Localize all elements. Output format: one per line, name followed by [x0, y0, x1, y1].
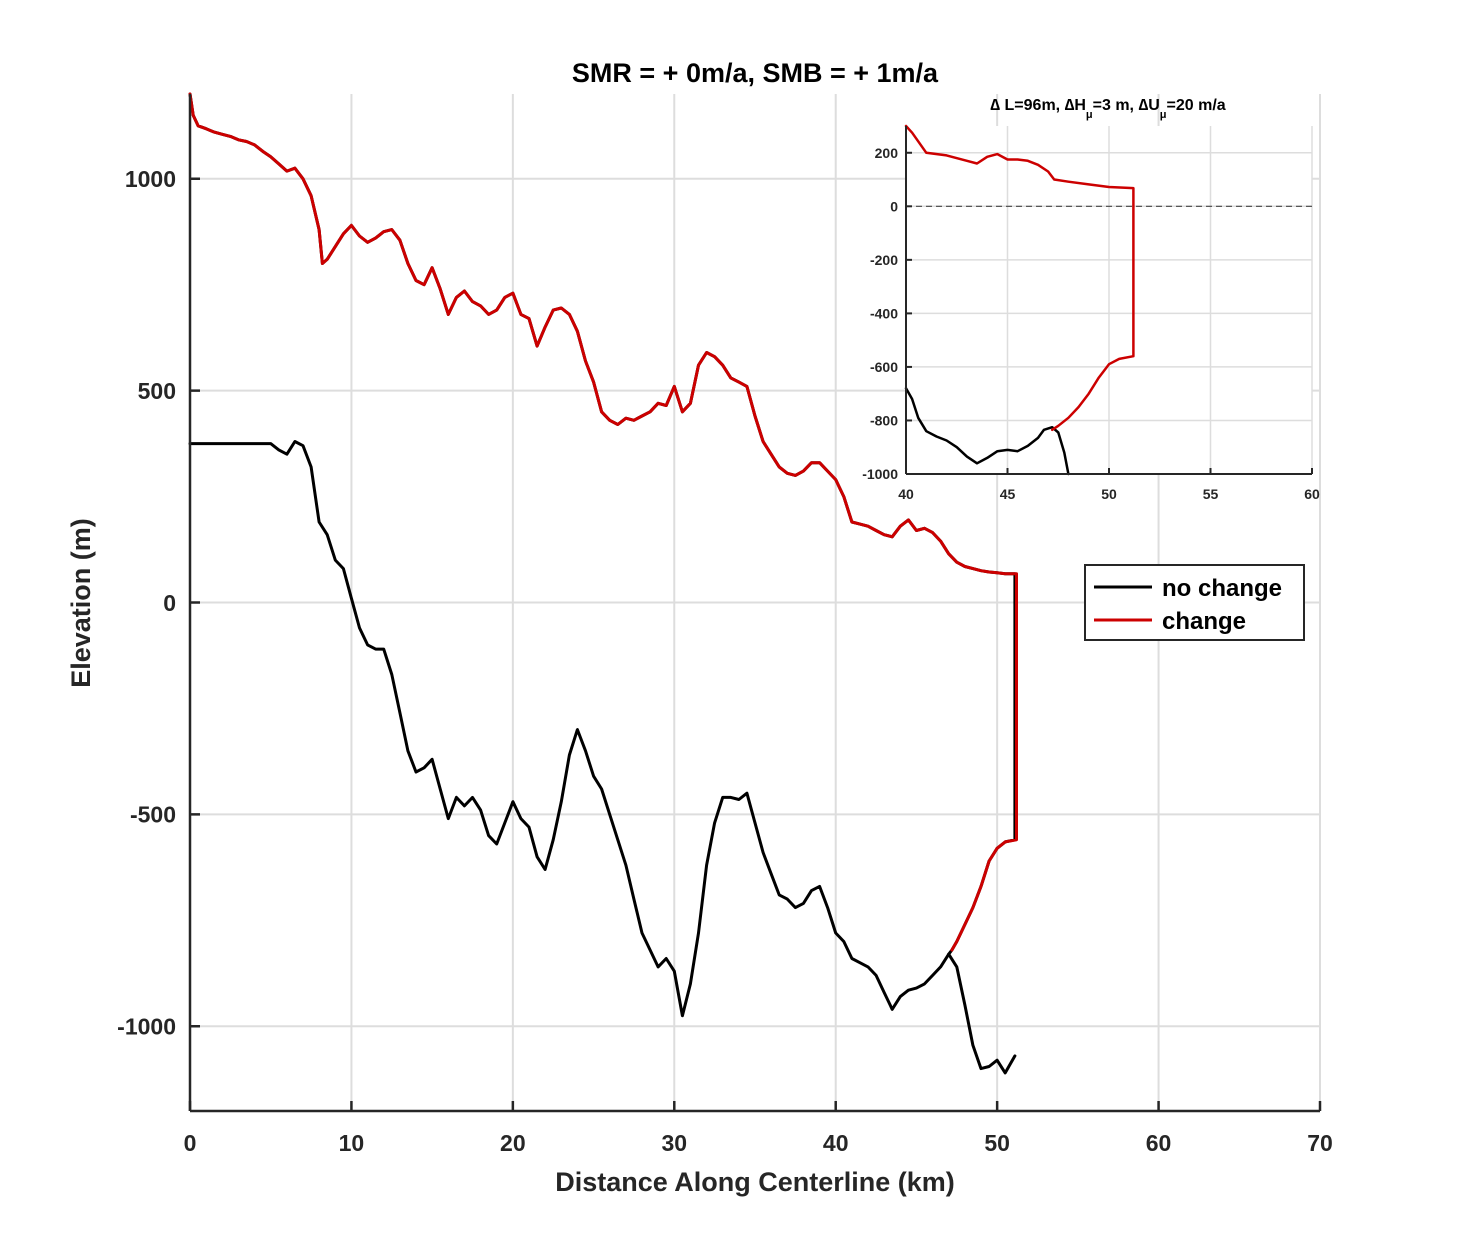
inset-y-tick-label: -600	[870, 359, 898, 375]
main-x-tick-labels: 0 10 20 30 40 50 60 70	[184, 1130, 1333, 1156]
main-x-tick-label: 70	[1307, 1130, 1333, 1156]
main-y-tick-label: 1000	[125, 166, 176, 192]
inset-y-tick-label: -1000	[862, 466, 898, 482]
inset-series-change	[904, 124, 1135, 432]
main-x-tick-label: 50	[984, 1130, 1010, 1156]
main-series	[188, 92, 1018, 1075]
inset-y-tick-label: -400	[870, 305, 898, 321]
legend-label-change: change	[1162, 608, 1246, 635]
inset-y-tick-labels: -1000 -800 -600 -400 -200 0 200	[862, 145, 898, 482]
legend-label-no-change: no change	[1162, 575, 1282, 602]
main-y-tick-labels: -1000 -500 0 500 1000	[117, 166, 176, 1040]
inset-y-tick-label: 0	[890, 198, 898, 214]
inset-y-tick-label: 200	[875, 145, 899, 161]
inset-x-tick-label: 60	[1304, 486, 1320, 502]
main-x-tick-label: 30	[661, 1130, 687, 1156]
inset-x-tick-label: 50	[1101, 486, 1117, 502]
main-x-tick-label: 20	[500, 1130, 526, 1156]
main-y-tick-label: 0	[163, 590, 176, 616]
inset-x-tick-labels: 40 45 50 55 60	[898, 486, 1320, 502]
main-x-tick-label: 60	[1146, 1130, 1172, 1156]
legend: no change change	[1084, 564, 1305, 641]
legend-box	[1084, 564, 1305, 641]
inset-axes: 40 45 50 55 60 -1000 -800 -600 -400 -200 0 200 ∆ L…	[862, 97, 1320, 502]
inset-x-tick-label: 45	[1000, 486, 1016, 502]
inset-x-tick-label: 40	[898, 486, 914, 502]
main-y-tick-label: -500	[130, 802, 176, 828]
inset-y-tick-label: -800	[870, 413, 898, 429]
main-title: SMR = + 0m/a, SMB = + 1m/a	[572, 58, 939, 88]
main-x-tick-label: 0	[184, 1130, 197, 1156]
main-x-tick-label: 10	[339, 1130, 365, 1156]
y-axis-label: Elevation (m)	[66, 518, 96, 688]
inset-title: ∆ L=96m, ∆Hμ=3 m, ∆Uμ=20 m/a	[990, 97, 1225, 121]
inset-series-no-change	[904, 387, 1070, 476]
main-frame	[188, 94, 1322, 1113]
main-y-tick-label: -1000	[117, 1014, 176, 1040]
inset-x-tick-label: 55	[1203, 486, 1219, 502]
main-series-change	[188, 92, 1018, 952]
x-axis-label: Distance Along Centerline (km)	[555, 1167, 955, 1197]
main-y-tick-label: 500	[138, 378, 176, 404]
inset-y-tick-label: -200	[870, 252, 898, 268]
main-x-tick-label: 40	[823, 1130, 849, 1156]
inset-frame	[905, 126, 1313, 475]
inset-series	[904, 124, 1135, 476]
main-series-no-change	[188, 92, 1017, 1018]
main-series-no-change	[947, 952, 1017, 1075]
